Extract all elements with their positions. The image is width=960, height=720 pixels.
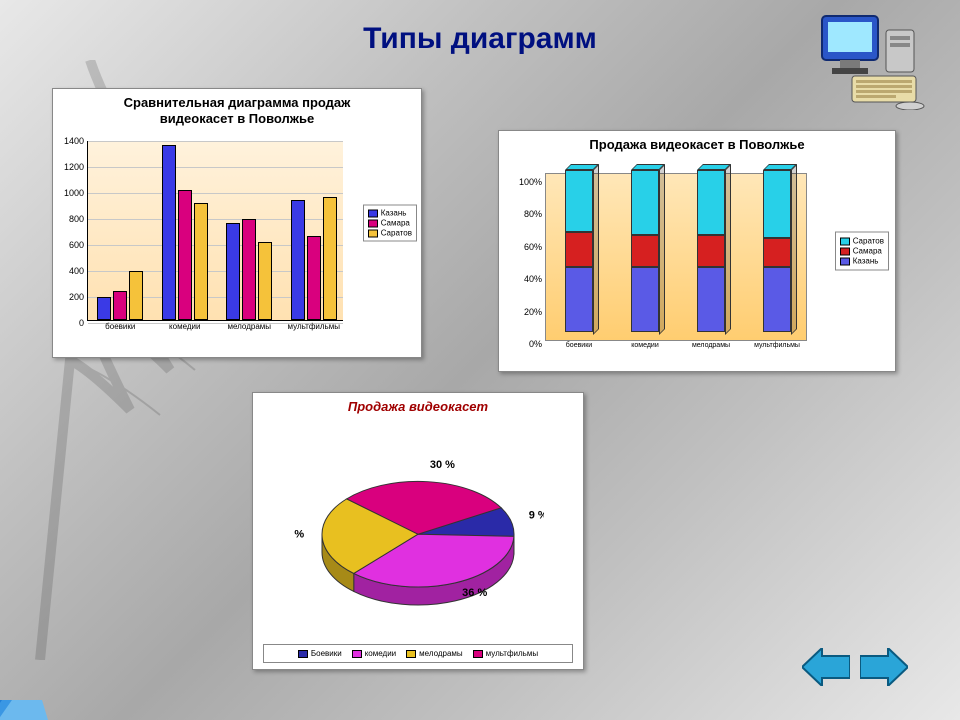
pie-data-label: 9 % [529, 509, 544, 521]
pie-chart-plot: 9 % 36 % 25 % 30 % [253, 433, 583, 635]
stk-ytick: 60% [524, 242, 546, 252]
stacked-chart-card: Продажа видеокасет в Поволжье 0%20%40%60… [498, 130, 896, 372]
bar-ytick: 400 [69, 266, 88, 276]
bar [194, 203, 208, 320]
bar-ytick: 600 [69, 240, 88, 250]
stacked-segment [631, 267, 659, 332]
stacked-segment [763, 267, 791, 332]
stacked-segment [763, 170, 791, 238]
bar [307, 236, 321, 321]
legend-item: Боевики [298, 649, 342, 658]
stacked-segment [565, 170, 593, 232]
pie-svg: 9 % 36 % 25 % 30 % [292, 438, 544, 630]
bar-xlabel: мелодрамы [227, 320, 271, 331]
stk-ytick: 0% [529, 339, 546, 349]
bar-chart-card: Сравнительная диаграмма продажвидеокасет… [52, 88, 422, 358]
stacked-segment [631, 170, 659, 235]
corner-stripes [0, 660, 180, 720]
stacked-segment [697, 267, 725, 332]
stk-xlabel: мультфильмы [754, 340, 800, 349]
bar [113, 291, 127, 320]
bar [162, 145, 176, 321]
stk-ytick: 100% [519, 177, 546, 187]
bar [226, 223, 240, 321]
bar-chart-plot: 0200400600800100012001400боевикикомедиим… [87, 141, 343, 321]
pie-chart-title: Продажа видеокасет [253, 393, 583, 416]
nav-next-icon [860, 648, 908, 686]
bar-xlabel: боевики [105, 320, 135, 331]
legend-item: Саратов [368, 229, 412, 238]
stk-xlabel: комедии [631, 340, 659, 349]
legend-item: Самара [840, 247, 884, 256]
bar [323, 197, 337, 321]
bar-chart-title: Сравнительная диаграмма продажвидеокасет… [53, 89, 421, 128]
stacked-column [631, 170, 659, 332]
bar-ytick: 800 [69, 214, 88, 224]
pie-data-label: 30 % [430, 459, 455, 471]
stacked-segment [565, 267, 593, 332]
bar-ytick: 0 [79, 318, 88, 328]
stacked-segment [565, 232, 593, 268]
legend-item: Казань [368, 209, 412, 218]
stk-ytick: 40% [524, 274, 546, 284]
legend-item: Саратов [840, 237, 884, 246]
stk-xlabel: мелодрамы [692, 340, 730, 349]
stacked-chart-legend: СаратовСамараКазань [835, 232, 889, 271]
legend-item: мультфильмы [473, 649, 538, 658]
stacked-column [565, 170, 593, 332]
stacked-segment [697, 170, 725, 235]
stk-xlabel: боевики [566, 340, 592, 349]
stacked-segment [763, 238, 791, 267]
pie-chart-card: Продажа видеокасет 9 % 36 % 25 % 30 % Боеви… [252, 392, 584, 670]
bar [97, 297, 111, 320]
bar-xlabel: мультфильмы [288, 320, 340, 331]
bar [291, 200, 305, 320]
legend-item: мелодрамы [406, 649, 463, 658]
bar-ytick: 1400 [64, 136, 88, 146]
bar-xlabel: комедии [169, 320, 200, 331]
nav-prev-icon [802, 648, 850, 686]
stacked-chart-title: Продажа видеокасет в Поволжье [499, 131, 895, 154]
legend-item: Самара [368, 219, 412, 228]
bar [178, 190, 192, 320]
stacked-chart-plot: 0%20%40%60%80%100%боевикикомедиимелодрам… [545, 173, 807, 341]
stacked-segment [631, 235, 659, 267]
legend-item: комедии [352, 649, 396, 658]
stk-ytick: 20% [524, 307, 546, 317]
legend-item: Казань [840, 257, 884, 266]
pie-chart-legend: Боевики комедии мелодрамы мультфильмы [263, 644, 573, 663]
nav-prev-button[interactable] [802, 648, 850, 686]
bar-ytick: 1000 [64, 188, 88, 198]
bar-ytick: 1200 [64, 162, 88, 172]
bar [258, 242, 272, 320]
stk-ytick: 80% [524, 209, 546, 219]
pie-data-label: 25 % [292, 528, 304, 540]
bar-ytick: 200 [69, 292, 88, 302]
nav-next-button[interactable] [860, 648, 908, 686]
bar-chart-legend: КазаньСамараСаратов [363, 205, 417, 242]
stacked-column [697, 170, 725, 332]
stacked-segment [697, 235, 725, 267]
bar [129, 271, 143, 320]
bar [242, 219, 256, 320]
computer-icon [810, 10, 930, 110]
stacked-column [763, 170, 791, 332]
pie-data-label: 36 % [462, 587, 487, 599]
